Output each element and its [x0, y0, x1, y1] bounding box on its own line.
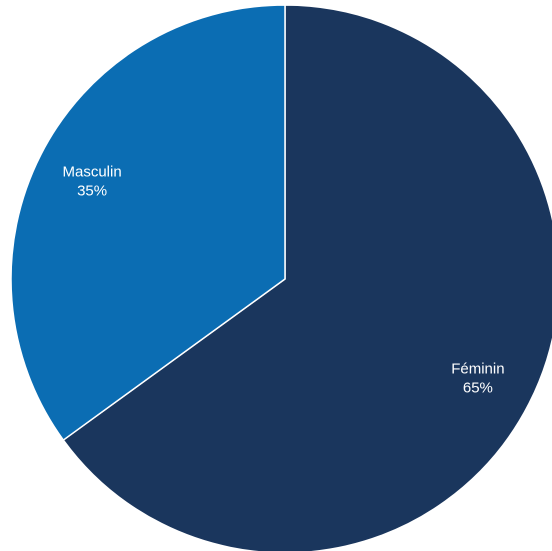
- slice-label-feminin: Féminin 65%: [451, 360, 504, 396]
- pie-slice-feminin: [62, 4, 552, 551]
- pie-slices: [10, 4, 552, 551]
- slice-labels: Féminin 65% Masculin 35%: [63, 164, 505, 397]
- slice-value-label: 65%: [463, 379, 493, 396]
- slice-category-label: Masculin: [63, 164, 122, 181]
- slice-category-label: Féminin: [451, 360, 504, 377]
- pie-slice-masculin: [10, 4, 286, 441]
- slice-value-label: 35%: [77, 183, 107, 200]
- slice-label-masculin: Masculin 35%: [63, 164, 122, 200]
